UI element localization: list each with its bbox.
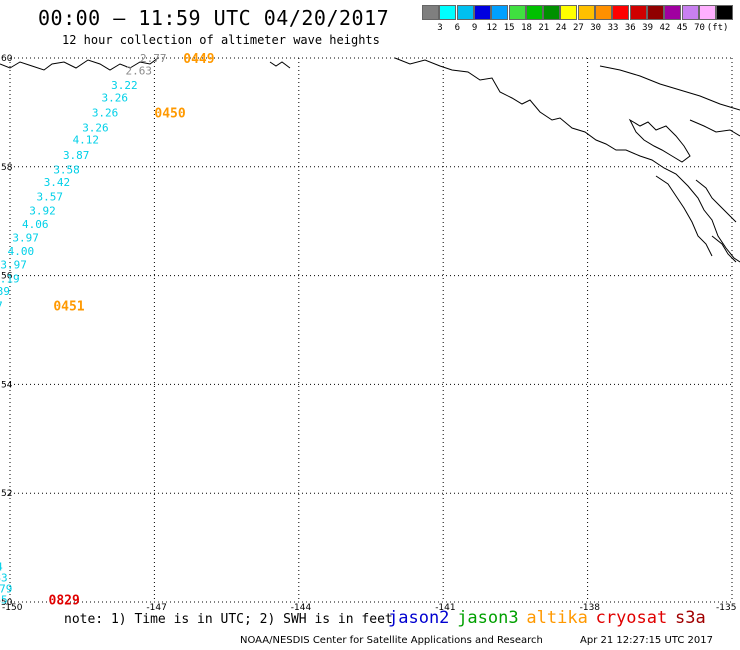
wave-height-value: 3.22 (111, 79, 138, 92)
color-scale-label: (ft) (706, 23, 729, 33)
color-scale-label: 9 (471, 23, 478, 33)
color-scale-label: 42 (659, 23, 671, 33)
wave-height-value: 3.26 (101, 92, 128, 105)
color-swatch (491, 5, 509, 20)
satellite-legend-altika: altika (526, 608, 588, 628)
longitude-label: -150 (2, 603, 23, 613)
wave-height-value: 3.97 (0, 259, 27, 272)
color-swatch (577, 5, 595, 20)
color-swatch (646, 5, 664, 20)
latitude-label: 52 (1, 489, 12, 499)
color-scale-label: 18 (521, 23, 532, 33)
longitude-label: -135 (716, 603, 736, 613)
map-subtitle: 12 hour collection of altimeter wave hei… (62, 33, 380, 47)
pass-time-label: 0449 (183, 52, 214, 67)
color-swatch (560, 5, 578, 20)
credit-line: NOAA/NESDIS Center for Satellite Applica… (240, 635, 543, 646)
longitude-label: -138 (580, 603, 601, 613)
longitude-label: -141 (435, 603, 455, 613)
pass-time-label: 0829 (49, 593, 80, 608)
color-scale-label: 12 (486, 23, 498, 33)
color-swatch (664, 5, 682, 20)
color-scale-label: 33 (607, 23, 619, 33)
color-scale-label: 21 (538, 23, 550, 33)
color-swatch (456, 5, 474, 20)
color-swatch (681, 5, 699, 20)
color-scale-label: 6 (454, 23, 460, 33)
longitude-label: -147 (146, 603, 166, 613)
color-swatch (595, 5, 612, 20)
wave-height-value: 4.00 (8, 245, 35, 258)
color-swatch (612, 5, 630, 20)
satellite-legend-jason2: jason2 (388, 608, 450, 628)
wave-height-value: 3.87 (63, 149, 90, 162)
color-scale-label: 39 (642, 23, 654, 33)
wave-height-value: 3.26 (92, 106, 119, 119)
wave-height-value: 4.19 (0, 272, 20, 285)
wave-height-value: 4.83 (0, 572, 8, 585)
wave-height-value: 3.97 (12, 232, 39, 245)
map-title: 00:00 – 11:59 UTC 04/20/2017 (38, 6, 390, 30)
lat-lon-grid (9, 57, 733, 603)
wave-height-values: 2.772.633.223.263.263.264.123.873.583.42… (0, 52, 166, 606)
wave-height-value: 3.97 (0, 300, 3, 313)
longitude-label: -144 (291, 603, 312, 613)
color-scale-label: 27 (572, 23, 584, 33)
color-scale-label: 15 (503, 23, 515, 33)
color-swatch (508, 5, 526, 20)
wave-height-value: 5.45 (0, 593, 8, 606)
wave-height-value: 4.06 (22, 218, 49, 231)
color-scale-label: 70 (694, 23, 705, 33)
wave-height-value: 4.12 (73, 134, 100, 147)
color-swatch (629, 5, 647, 20)
wave-height-value: 3.26 (82, 122, 109, 135)
satellite-legend-cryosat: cryosat (595, 608, 668, 628)
pass-time-labels: 0449 0450 0451 0829 (49, 52, 215, 608)
footnote: note: 1) Time is in UTC; 2) SWH is in fe… (64, 612, 393, 627)
latitude-label: 54 (1, 380, 13, 390)
color-scale-label: 36 (624, 23, 636, 33)
wave-height-value: 2.63 (126, 65, 152, 78)
color-swatch (422, 5, 439, 20)
latitude-label: 56 (1, 272, 13, 282)
color-swatch (543, 5, 561, 20)
pass-time-label: 0450 (154, 106, 185, 121)
wave-height-value: 3.58 (53, 164, 80, 177)
color-swatch (525, 5, 543, 20)
satellite-legend-s3a: s3a (675, 608, 706, 628)
pass-time-label: 0451 (53, 300, 84, 315)
latitude-label: 60 (1, 54, 13, 64)
color-scale-label: 30 (590, 23, 602, 33)
latitude-label: 50 (1, 598, 13, 608)
generation-timestamp: Apr 21 12:27:15 UTC 2017 (580, 635, 713, 646)
coastline (0, 57, 740, 263)
wave-height-value: 4.79 (0, 582, 12, 595)
color-swatch (698, 5, 716, 20)
grid-labels: 60 58 56 54 52 50-150 -147 -144 -141 -138 -135 (1, 54, 736, 613)
wave-height-value: 3.57 (36, 191, 63, 204)
latitude-label: 58 (1, 163, 13, 173)
satellite-legend-jason3: jason3 (457, 608, 519, 628)
wave-height-value: 3.42 (44, 176, 70, 189)
wave-height-value: 3.92 (29, 204, 56, 217)
wave-height-value: 4.54 (0, 561, 3, 574)
color-swatch (473, 5, 491, 20)
color-swatch (716, 5, 734, 20)
color-scale-label: 24 (555, 23, 567, 33)
wave-height-value: 3.39 (0, 285, 10, 298)
color-scale-label: 45 (676, 23, 688, 33)
wave-height-value: 2.77 (140, 52, 167, 65)
color-swatch (439, 5, 457, 20)
color-scale-label: 3 (437, 23, 443, 33)
